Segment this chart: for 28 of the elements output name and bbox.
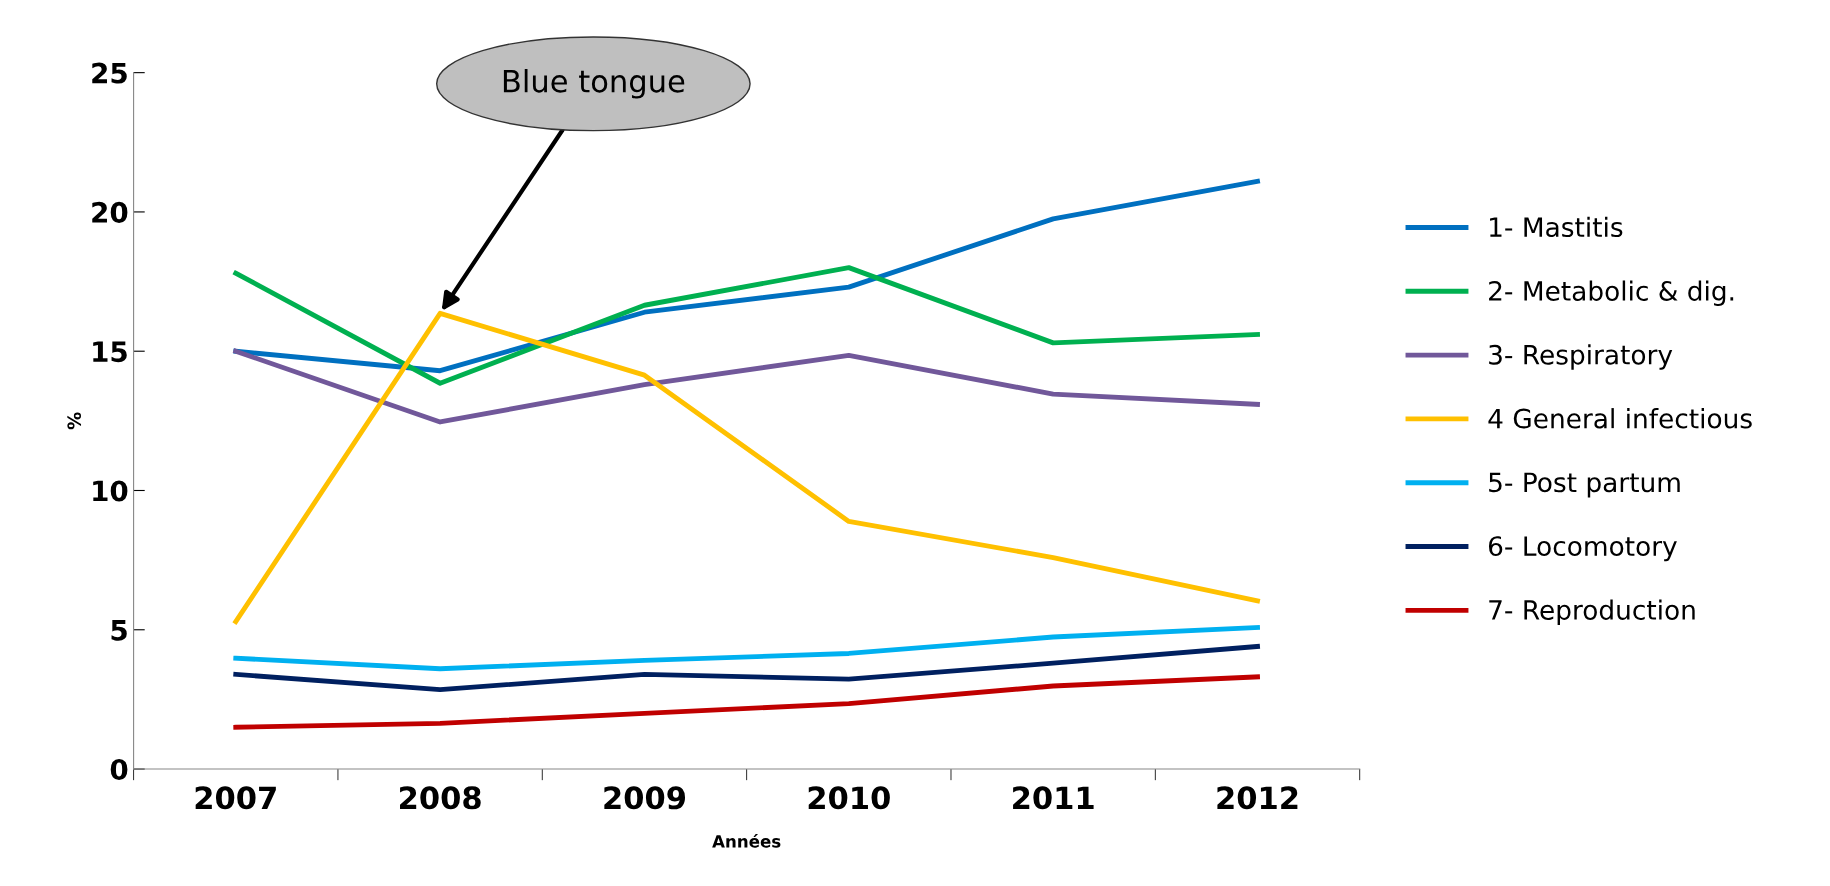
line-series: [233, 625, 1260, 672]
y-axis-title: %: [67, 412, 82, 430]
x-tick-label: 2009: [604, 786, 686, 810]
y-tick-label: 5: [111, 620, 127, 641]
y-tick-label: 10: [93, 480, 128, 502]
line-series: [233, 674, 1260, 730]
line-series: [233, 644, 1260, 693]
y-tick-label: 15: [93, 341, 127, 363]
x-tick-label: 2007: [195, 786, 276, 810]
x-axis-title: Années: [712, 834, 781, 848]
x-tick-label: 2011: [1013, 786, 1094, 810]
legend-label: 3- Respiratory: [1489, 344, 1673, 370]
line-series: [233, 310, 1260, 625]
y-tick-label: 25: [92, 62, 127, 84]
annotation: Blue tongue: [503, 69, 685, 99]
y-tick-label: 20: [92, 201, 128, 223]
x-tick-label: 2010: [808, 786, 890, 810]
legend-label: 1- Mastitis: [1490, 216, 1623, 238]
legend-label: 2- Metabolic & dig.: [1489, 280, 1734, 307]
y-tick-label: 0: [110, 758, 128, 780]
x-tick-label: 2012: [1217, 786, 1298, 810]
legend-label: 4 General infectious: [1488, 408, 1752, 429]
legend-label: 7- Reproduction: [1489, 599, 1695, 626]
x-tick-label: 2008: [400, 786, 481, 810]
line-series: [233, 265, 1260, 386]
line-series: [233, 348, 1260, 425]
legend-label: 5- Post partum: [1489, 472, 1680, 498]
legend-label: 6- Locomotory: [1488, 536, 1677, 562]
